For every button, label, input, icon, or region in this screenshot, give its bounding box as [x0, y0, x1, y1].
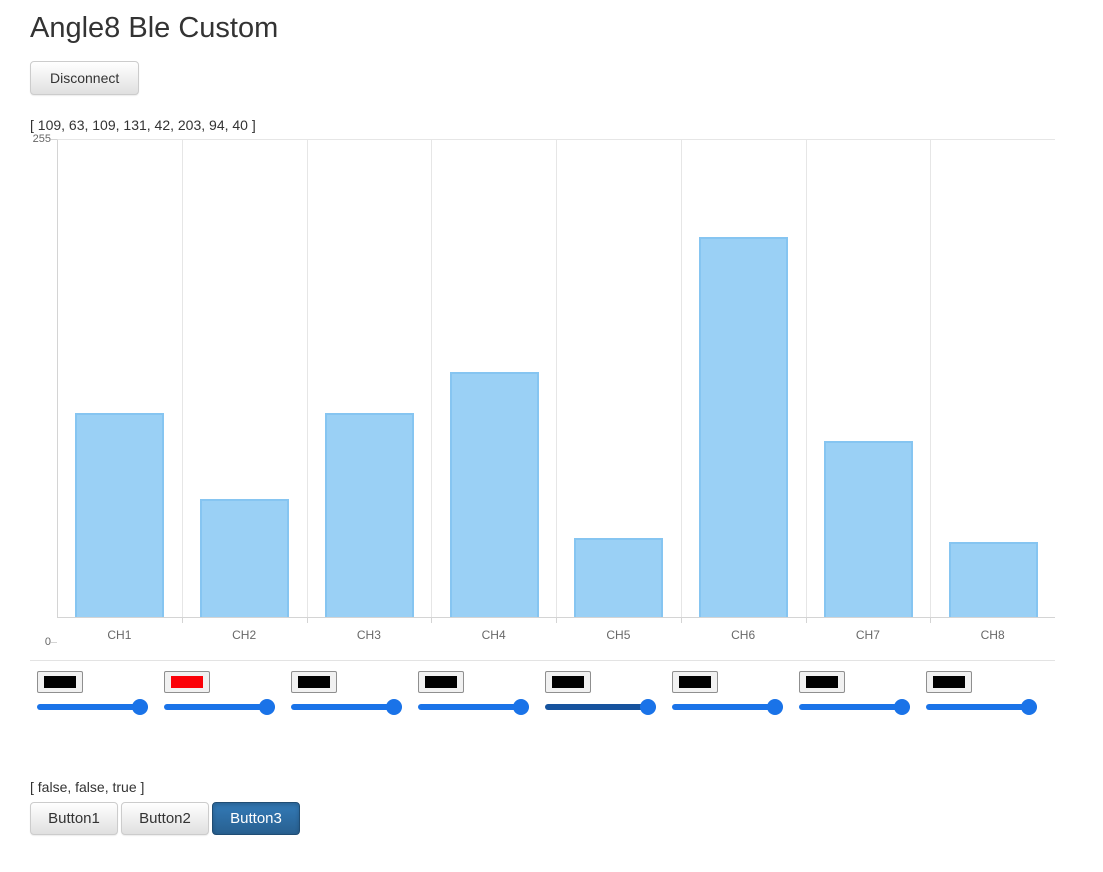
x-tick-label-ch5: CH5 [606, 628, 631, 642]
ch1-slider[interactable] [37, 699, 148, 715]
ch2-slider-thumb[interactable] [259, 699, 275, 715]
button1-button[interactable]: Button1 [30, 802, 118, 835]
ch7-color-swatch[interactable] [799, 671, 845, 693]
ch2-control-group [164, 671, 291, 715]
ch8-slider[interactable] [926, 699, 1037, 715]
button-states-readout: [ false, false, true ] [30, 779, 145, 795]
x-axis-labels: CH1 CH2 CH3 CH4 CH5 CH6 CH7 CH8 [57, 618, 1055, 642]
chart-column-ch4 [431, 140, 556, 623]
page-title: Angle8 Ble Custom [30, 12, 279, 44]
ch2-slider[interactable] [164, 699, 275, 715]
ch7-control-group [799, 671, 926, 715]
ch3-slider-thumb[interactable] [386, 699, 402, 715]
bar-ch2 [200, 499, 290, 617]
chart-column-ch7 [805, 140, 931, 623]
main-container: Angle8 Ble Custom Disconnect [ 109, 63, … [30, 12, 1055, 835]
x-tick-label-ch6: CH6 [731, 628, 756, 642]
y-axis-min-label: 0 [44, 636, 51, 648]
ch4-slider[interactable] [418, 699, 529, 715]
chart-column-ch2 [181, 140, 307, 623]
ch7-slider[interactable] [799, 699, 910, 715]
bar-ch8 [948, 542, 1038, 617]
ch5-control-group [545, 671, 672, 715]
ch4-slider-track[interactable] [418, 704, 529, 710]
ch2-color-swatch-value [171, 676, 203, 688]
ch7-color-swatch-value [806, 676, 838, 688]
ch3-slider-track[interactable] [291, 704, 402, 710]
ch4-control-group [418, 671, 545, 715]
bar-ch3 [324, 413, 414, 617]
ch8-color-swatch[interactable] [926, 671, 972, 693]
ch3-control-group [291, 671, 418, 715]
y-axis-tick-top [51, 139, 57, 140]
chart-column-ch8 [930, 140, 1055, 623]
ch5-slider-track[interactable] [545, 704, 656, 710]
x-tick-label-ch4: CH4 [481, 628, 506, 642]
ch7-slider-track[interactable] [799, 704, 910, 710]
ch8-control-group [926, 671, 1053, 715]
button2-button[interactable]: Button2 [121, 802, 209, 835]
chart-column-ch3 [306, 140, 432, 623]
button-row: Button1 Button2 Button3 [30, 802, 1055, 835]
channel-controls [37, 671, 1053, 715]
bar-ch1 [75, 413, 165, 617]
ch2-color-swatch[interactable] [164, 671, 210, 693]
ch8-slider-thumb[interactable] [1021, 699, 1037, 715]
channel-values-readout: [ 109, 63, 109, 131, 42, 203, 94, 40 ] [30, 117, 256, 133]
ch2-slider-track[interactable] [164, 704, 275, 710]
x-tick-label-ch7: CH7 [855, 628, 880, 642]
y-axis-max-label: 255 [32, 133, 51, 145]
ch1-slider-thumb[interactable] [132, 699, 148, 715]
x-tick-label-ch1: CH1 [107, 628, 132, 642]
bar-ch7 [823, 441, 913, 617]
ch4-color-swatch[interactable] [418, 671, 464, 693]
ch6-color-swatch-value [679, 676, 711, 688]
bar-ch5 [574, 538, 664, 617]
x-tick-label-ch8: CH8 [980, 628, 1005, 642]
ch5-color-swatch[interactable] [545, 671, 591, 693]
bar-ch6 [699, 237, 789, 617]
ch1-slider-track[interactable] [37, 704, 148, 710]
ch4-color-swatch-value [425, 676, 457, 688]
ch5-slider-thumb[interactable] [640, 699, 656, 715]
ch6-slider-thumb[interactable] [767, 699, 783, 715]
ch3-color-swatch[interactable] [291, 671, 337, 693]
ch6-control-group [672, 671, 799, 715]
ch4-slider-thumb[interactable] [513, 699, 529, 715]
chart-column-ch5 [556, 140, 681, 623]
button3-button[interactable]: Button3 [212, 802, 300, 835]
ch1-color-swatch-value [44, 676, 76, 688]
ch8-slider-track[interactable] [926, 704, 1037, 710]
ch6-slider[interactable] [672, 699, 783, 715]
ch5-color-swatch-value [552, 676, 584, 688]
chart-plot-area [57, 139, 1055, 623]
chart-column-ch6 [680, 140, 806, 623]
bar-ch4 [449, 371, 539, 617]
bar-chart: 255 0 CH1 CH2 CH3 CH4 CH5 CH6 CH7 CH8 [30, 133, 1055, 648]
chart-column-ch1 [58, 140, 182, 617]
ch7-slider-thumb[interactable] [894, 699, 910, 715]
ch1-control-group [37, 671, 164, 715]
divider [30, 660, 1055, 661]
x-tick-label-ch3: CH3 [356, 628, 381, 642]
ch8-color-swatch-value [933, 676, 965, 688]
ch6-color-swatch[interactable] [672, 671, 718, 693]
ch3-slider[interactable] [291, 699, 402, 715]
y-axis-tick-bottom [51, 642, 57, 643]
x-tick-label-ch2: CH2 [232, 628, 257, 642]
ch1-color-swatch[interactable] [37, 671, 83, 693]
disconnect-button[interactable]: Disconnect [30, 61, 140, 95]
ch6-slider-track[interactable] [672, 704, 783, 710]
ch5-slider[interactable] [545, 699, 656, 715]
ch3-color-swatch-value [298, 676, 330, 688]
